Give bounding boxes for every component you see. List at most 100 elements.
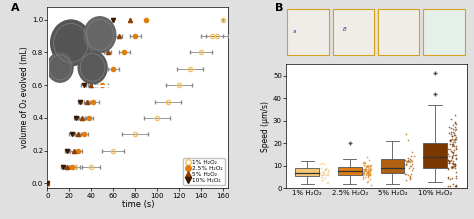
Point bbox=[405, 166, 413, 170]
Point bbox=[360, 161, 367, 164]
Point bbox=[404, 138, 412, 142]
Bar bbox=[333, 9, 374, 55]
Point bbox=[360, 164, 368, 167]
Point bbox=[447, 139, 455, 142]
Point bbox=[407, 164, 415, 167]
Legend: 1% H₂O₂, 2.5% H₂O₂, 5% H₂O₂, 10% H₂O₂: 1% H₂O₂, 2.5% H₂O₂, 5% H₂O₂, 10% H₂O₂ bbox=[183, 158, 225, 185]
Point bbox=[409, 166, 417, 170]
Point bbox=[322, 166, 329, 170]
Point bbox=[365, 164, 373, 167]
Point bbox=[447, 127, 455, 130]
Point bbox=[450, 140, 457, 143]
Point bbox=[453, 135, 460, 139]
Point bbox=[365, 169, 372, 172]
Bar bbox=[378, 9, 419, 55]
Point bbox=[445, 161, 453, 165]
Point bbox=[362, 167, 369, 171]
Point bbox=[362, 167, 369, 171]
Point bbox=[317, 171, 324, 175]
Point bbox=[366, 171, 374, 174]
Point bbox=[450, 162, 457, 166]
Point bbox=[365, 170, 372, 173]
Point bbox=[401, 159, 409, 162]
Point bbox=[360, 171, 368, 175]
Point bbox=[451, 164, 459, 168]
Point bbox=[367, 184, 374, 187]
Bar bbox=[287, 9, 329, 55]
Point bbox=[448, 150, 456, 154]
Point bbox=[364, 172, 372, 175]
Point bbox=[445, 176, 452, 180]
Point bbox=[365, 180, 372, 183]
Point bbox=[404, 159, 411, 163]
Point bbox=[366, 165, 374, 168]
Point bbox=[451, 184, 459, 187]
Point bbox=[365, 159, 373, 162]
Point bbox=[323, 172, 331, 175]
Point bbox=[447, 158, 455, 162]
Point bbox=[402, 172, 410, 176]
Point bbox=[452, 176, 460, 180]
Point bbox=[361, 169, 369, 173]
Bar bbox=[423, 143, 447, 168]
Point bbox=[361, 169, 369, 172]
Point bbox=[365, 170, 372, 173]
Point bbox=[324, 173, 331, 177]
Point bbox=[359, 172, 367, 175]
Point bbox=[444, 175, 452, 178]
Point bbox=[452, 138, 460, 141]
Point bbox=[317, 162, 324, 166]
Point bbox=[444, 184, 452, 188]
Point bbox=[450, 139, 458, 142]
Point bbox=[404, 160, 411, 163]
Point bbox=[452, 146, 460, 150]
Point bbox=[447, 132, 455, 135]
Point bbox=[444, 147, 452, 150]
Point bbox=[362, 168, 370, 171]
Point bbox=[446, 159, 454, 163]
Point bbox=[451, 163, 459, 166]
Point bbox=[449, 165, 456, 169]
Point bbox=[321, 168, 328, 172]
Point bbox=[445, 159, 452, 162]
Point bbox=[452, 121, 459, 125]
Point bbox=[318, 178, 326, 182]
Point bbox=[446, 160, 453, 164]
Point bbox=[318, 167, 325, 170]
Point bbox=[364, 180, 371, 184]
Point bbox=[366, 174, 374, 177]
Point bbox=[407, 159, 414, 162]
Point bbox=[406, 174, 414, 178]
Y-axis label: volume of O₂ evolved (mL): volume of O₂ evolved (mL) bbox=[20, 47, 29, 148]
Point bbox=[449, 142, 456, 145]
Point bbox=[449, 152, 457, 155]
Point bbox=[361, 176, 368, 179]
Point bbox=[364, 155, 371, 159]
Point bbox=[406, 157, 414, 161]
Point bbox=[404, 173, 412, 177]
Point bbox=[448, 134, 456, 138]
Point bbox=[448, 154, 456, 158]
Point bbox=[449, 159, 457, 163]
Point bbox=[321, 173, 328, 176]
Point bbox=[451, 141, 459, 144]
Point bbox=[401, 159, 409, 163]
Point bbox=[448, 166, 456, 170]
Point bbox=[447, 139, 454, 142]
Point bbox=[449, 127, 457, 131]
Point bbox=[449, 162, 457, 166]
Point bbox=[364, 170, 372, 174]
Point bbox=[365, 175, 372, 179]
Point bbox=[319, 171, 327, 175]
Point bbox=[364, 166, 372, 169]
Point bbox=[407, 172, 414, 176]
Point bbox=[452, 184, 460, 188]
Point bbox=[359, 168, 366, 171]
Point bbox=[447, 147, 454, 151]
Point bbox=[450, 165, 457, 168]
Point bbox=[408, 159, 416, 163]
Point bbox=[448, 134, 456, 137]
Point bbox=[402, 162, 410, 166]
Point bbox=[324, 171, 332, 175]
Point bbox=[447, 139, 454, 143]
